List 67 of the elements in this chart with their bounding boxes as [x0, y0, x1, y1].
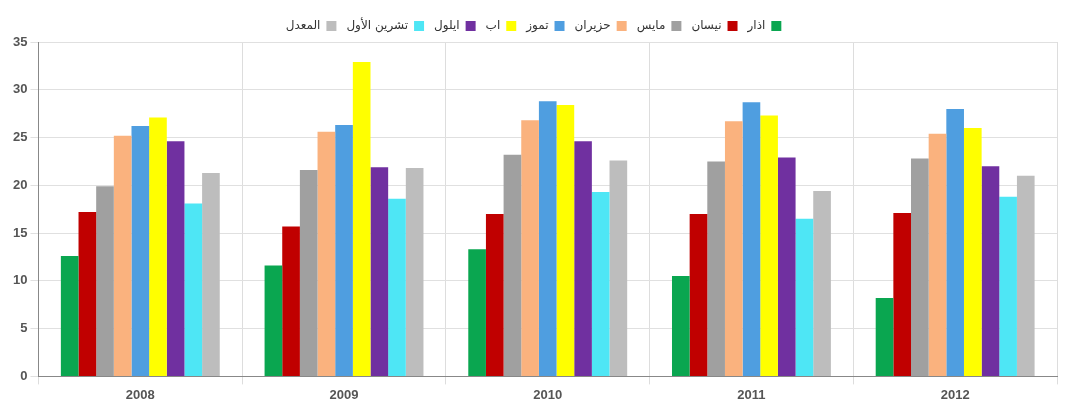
bar: [352, 62, 371, 376]
bar: [282, 226, 300, 376]
bar: [317, 131, 336, 376]
bar: [963, 127, 982, 376]
bar: [875, 298, 894, 376]
bar: [742, 102, 761, 376]
bar: [893, 213, 912, 376]
x-tick-label: 2012: [940, 386, 970, 402]
bar: [981, 166, 1000, 376]
bar: [689, 213, 708, 376]
bar: [724, 121, 743, 376]
y-tick-label: 30: [12, 81, 28, 97]
legend-label: اذار: [746, 18, 766, 34]
bar: [264, 265, 283, 376]
bar: [671, 276, 690, 376]
bar: [166, 141, 185, 376]
bar: [113, 135, 132, 376]
bar: [521, 120, 539, 376]
bar: [609, 160, 628, 376]
bar: [928, 133, 947, 376]
legend-label: تشرين الأول: [346, 17, 409, 34]
legend-label: اب: [485, 18, 501, 33]
legend-label: نيسان: [691, 18, 722, 33]
y-tick-label: 0: [20, 367, 28, 383]
x-tick-label: 2009: [329, 386, 359, 402]
bar: [574, 141, 592, 376]
bar: [813, 191, 831, 376]
bar: [556, 105, 575, 376]
bar: [795, 218, 814, 376]
bar: [184, 203, 203, 376]
bar: [707, 161, 725, 376]
bar: [468, 249, 486, 376]
bar: [202, 172, 220, 376]
bar: [78, 212, 97, 376]
y-tick-label: 10: [12, 272, 28, 288]
legend-label: ايلول: [434, 18, 460, 34]
bar: [911, 158, 929, 376]
bar: [538, 101, 557, 376]
y-tick-label: 15: [12, 224, 28, 240]
legend-label: مايس: [636, 18, 666, 34]
bar: [777, 157, 796, 376]
legend-label: تموز: [525, 18, 549, 34]
bar: [131, 126, 150, 376]
bar: [405, 168, 424, 376]
bar: [503, 154, 522, 376]
legend-label: حزيران: [574, 18, 611, 34]
bar: [388, 198, 406, 376]
x-tick-label: 2010: [533, 386, 563, 402]
bar: [149, 117, 167, 376]
bar: [370, 167, 389, 376]
x-tick-label: 2008: [125, 386, 155, 402]
bar: [485, 213, 504, 376]
y-tick-label: 20: [12, 176, 28, 192]
bar: [946, 108, 964, 376]
bar: [1016, 175, 1035, 376]
bar: [96, 186, 114, 376]
bar: [299, 170, 318, 376]
y-tick-label: 25: [12, 129, 28, 145]
bar: [60, 256, 79, 376]
y-tick-label: 35: [12, 33, 28, 49]
bar: [999, 196, 1017, 376]
x-tick-label: 2011: [737, 386, 766, 402]
bar: [591, 192, 610, 376]
bar: [760, 115, 778, 376]
legend-label: المعدل: [285, 18, 321, 33]
bar: [335, 125, 353, 376]
y-tick-label: 5: [20, 320, 28, 336]
